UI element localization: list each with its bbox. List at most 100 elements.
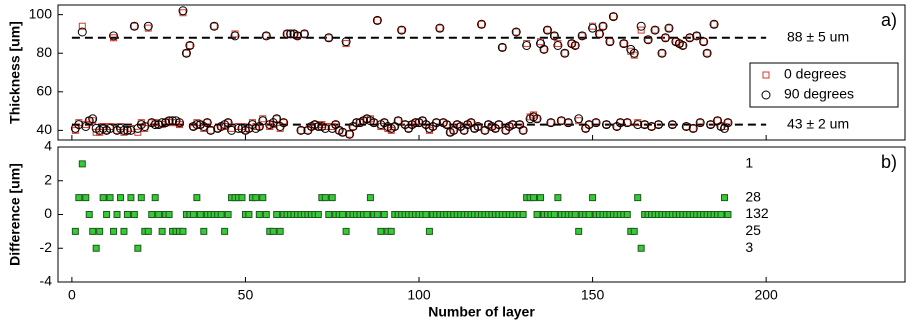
point	[116, 194, 124, 202]
y-tick-label: -2	[40, 239, 53, 255]
point	[96, 227, 104, 235]
point	[589, 22, 597, 30]
point	[695, 118, 705, 128]
point	[210, 22, 218, 30]
point	[539, 44, 549, 54]
point	[299, 29, 309, 39]
point	[314, 211, 322, 218]
count-label: 28	[745, 188, 761, 204]
point	[688, 123, 698, 133]
point	[436, 24, 444, 32]
point	[223, 118, 233, 128]
point	[134, 244, 142, 252]
point	[477, 19, 486, 29]
point	[196, 211, 204, 218]
point	[189, 211, 197, 218]
point	[560, 48, 570, 58]
y-tick-label: 60	[36, 82, 52, 98]
point	[122, 125, 132, 135]
point	[537, 194, 545, 202]
point	[561, 49, 569, 57]
point	[533, 211, 541, 218]
point	[202, 118, 212, 128]
point	[398, 26, 406, 34]
point	[547, 119, 555, 127]
point	[324, 33, 334, 43]
point	[596, 30, 604, 38]
point	[325, 34, 333, 42]
point	[178, 6, 188, 16]
point	[723, 118, 733, 128]
x-tick-label: 150	[581, 287, 605, 303]
point	[272, 114, 282, 124]
point	[667, 120, 677, 130]
point	[345, 129, 355, 139]
point	[546, 118, 556, 128]
point	[78, 22, 86, 30]
point	[556, 116, 566, 126]
point	[110, 34, 118, 42]
point	[259, 194, 267, 202]
point	[234, 123, 244, 133]
point	[577, 31, 587, 41]
point	[661, 34, 669, 42]
point	[720, 194, 728, 202]
point	[650, 25, 660, 35]
point	[425, 227, 433, 235]
point	[325, 211, 333, 218]
point	[549, 31, 559, 41]
point	[71, 227, 79, 235]
point	[497, 42, 507, 52]
point	[144, 227, 152, 235]
point	[179, 227, 187, 235]
point	[522, 41, 532, 50]
point	[508, 120, 518, 130]
point	[193, 194, 201, 202]
point	[634, 194, 642, 202]
point	[182, 49, 190, 57]
point	[297, 126, 305, 134]
point	[363, 211, 371, 218]
point	[99, 194, 107, 202]
point	[110, 227, 118, 235]
point	[717, 211, 725, 218]
point	[431, 118, 441, 128]
point	[341, 37, 351, 47]
point	[598, 21, 608, 31]
point	[158, 227, 166, 235]
point	[643, 35, 653, 45]
point	[113, 211, 121, 218]
legend-label: 90 degrees	[784, 86, 854, 102]
point	[230, 31, 240, 41]
point	[207, 126, 215, 134]
point	[578, 32, 586, 40]
point	[411, 118, 421, 128]
point	[585, 211, 593, 218]
x-tick-label: 100	[407, 287, 431, 303]
point	[296, 125, 306, 135]
point	[185, 41, 195, 50]
point	[620, 40, 628, 48]
point	[494, 120, 504, 130]
point	[342, 40, 350, 48]
point	[696, 119, 704, 127]
point	[352, 118, 362, 128]
point	[709, 19, 719, 29]
point	[422, 211, 430, 218]
point	[710, 20, 718, 28]
count-label: 132	[745, 205, 769, 221]
point	[206, 125, 216, 135]
point	[511, 27, 521, 37]
point	[601, 120, 611, 130]
point	[78, 160, 86, 168]
point	[262, 211, 270, 218]
point	[143, 21, 153, 31]
point	[342, 227, 350, 235]
point	[595, 29, 605, 39]
point	[366, 194, 374, 202]
point	[89, 227, 97, 235]
point	[435, 23, 445, 33]
point	[640, 120, 650, 130]
point	[252, 194, 260, 202]
